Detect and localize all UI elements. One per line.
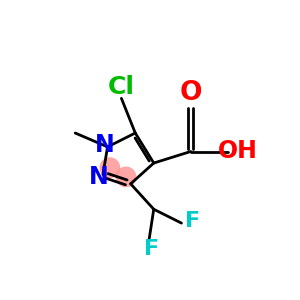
Circle shape [116,167,136,187]
Text: N: N [88,165,108,189]
Circle shape [100,157,120,178]
Text: Cl: Cl [108,75,135,99]
Text: F: F [144,238,159,259]
Text: OH: OH [218,140,258,164]
Text: F: F [185,211,201,231]
Text: O: O [179,80,202,106]
Text: N: N [95,133,115,157]
